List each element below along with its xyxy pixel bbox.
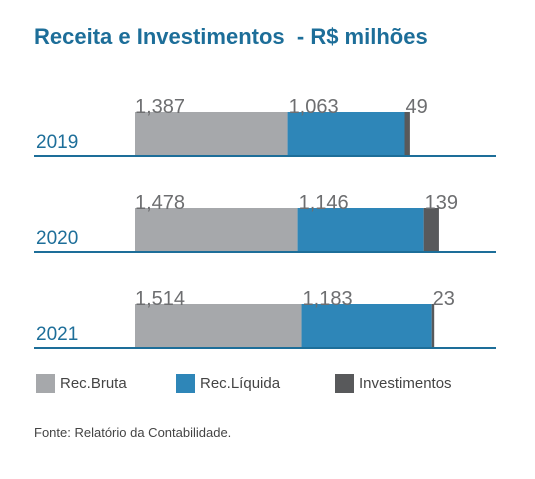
bar-2020-rec-liquida [297, 208, 424, 251]
bar-2021-rec-liquida [301, 304, 432, 347]
category-label-2019: 2019 [36, 132, 78, 153]
legend-swatch-rec-bruta [36, 374, 55, 393]
legend-label-rec-bruta: Rec.Bruta [60, 375, 127, 392]
legend-item-investimentos: Investimentos [335, 374, 452, 393]
bar-2021-investimentos [431, 304, 435, 347]
value-label-2020-rec-liquida: 1,146 [299, 192, 349, 214]
legend-label-rec-liquida: Rec.Líquida [200, 375, 281, 392]
legend-label-investimentos: Investimentos [359, 375, 452, 392]
value-label-2021-rec-bruta: 1,514 [135, 288, 185, 310]
source-note: Fonte: Relatório da Contabilidade. [34, 425, 232, 440]
bar-2020-rec-bruta [135, 208, 298, 251]
chart-title: Receita e Investimentos - R$ milhões [34, 24, 428, 49]
legend: Rec.Bruta Rec.Líquida Investimentos [34, 374, 504, 398]
bar-2020-investimentos [423, 208, 439, 251]
bar-2019-rec-bruta [135, 112, 288, 155]
bar-2019-investimentos [404, 112, 410, 155]
value-label-2021-investimentos: 23 [433, 288, 455, 310]
category-label-2020: 2020 [36, 228, 78, 249]
bar-2019-rec-liquida [287, 112, 405, 155]
category-label-2021: 2021 [36, 324, 78, 345]
value-label-2019-rec-bruta: 1,387 [135, 96, 185, 118]
legend-item-rec-liquida: Rec.Líquida [176, 374, 280, 393]
legend-swatch-rec-liquida [176, 374, 195, 393]
value-label-2019-investimentos: 49 [406, 96, 428, 118]
bar-2021-rec-bruta [135, 304, 302, 347]
value-label-2019-rec-liquida: 1,063 [289, 96, 339, 118]
value-label-2021-rec-liquida: 1,183 [303, 288, 353, 310]
legend-swatch-investimentos [335, 374, 354, 393]
value-label-2020-investimentos: 139 [425, 192, 458, 214]
chart-plot: 1,387 1,063 49 2019 1,478 1,146 139 2020 1,514 1,… [34, 96, 496, 349]
value-label-2020-rec-bruta: 1,478 [135, 192, 185, 214]
legend-item-rec-bruta: Rec.Bruta [36, 374, 127, 393]
